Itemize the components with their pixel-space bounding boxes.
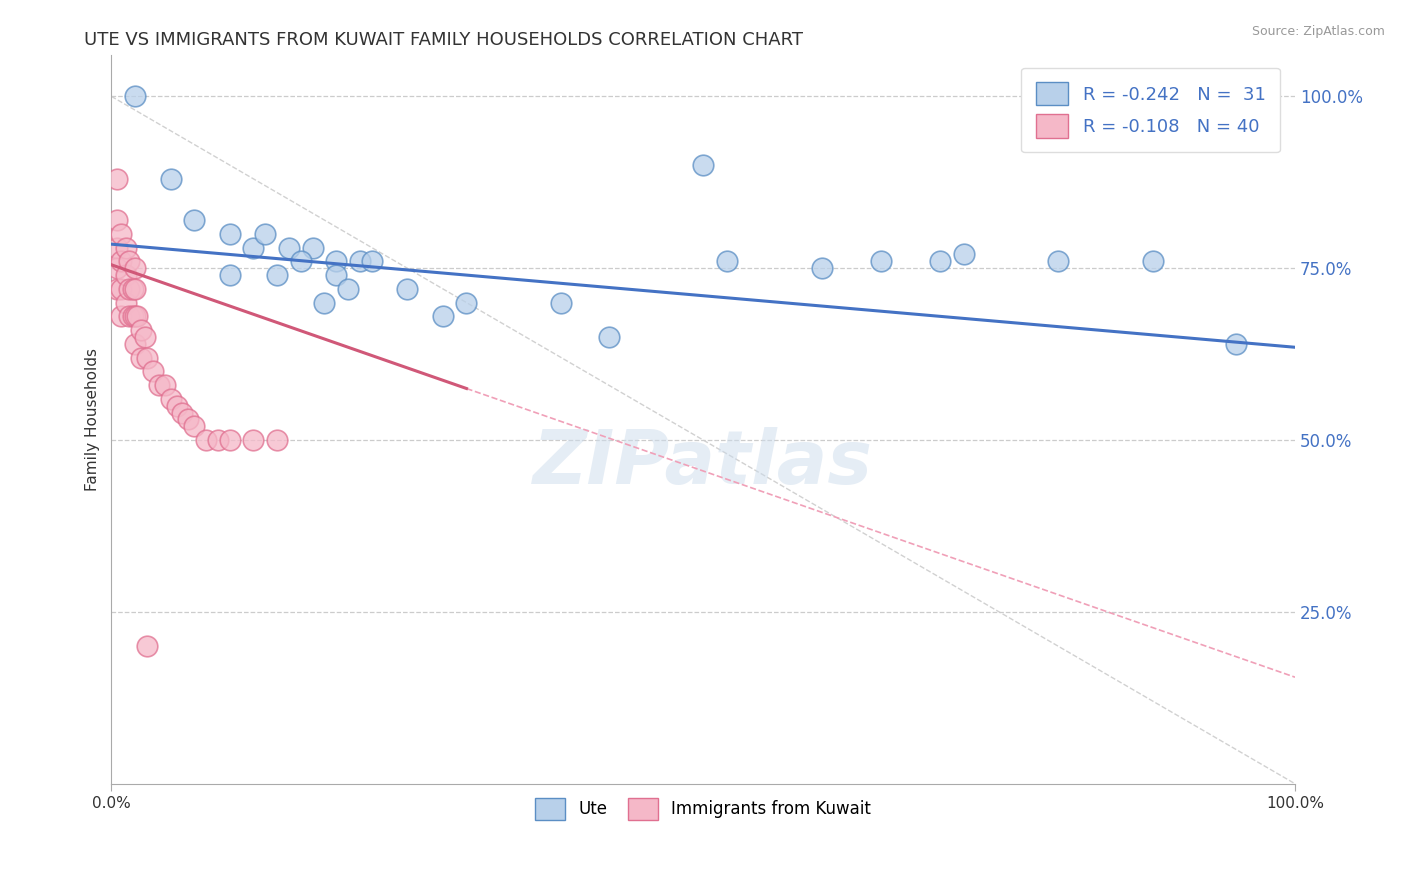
- Point: [266, 268, 288, 282]
- Point: [121, 310, 143, 324]
- Point: [153, 378, 176, 392]
- Point: [114, 241, 136, 255]
- Point: [218, 268, 240, 282]
- Point: [1225, 336, 1247, 351]
- Point: [290, 254, 312, 268]
- Point: [325, 268, 347, 282]
- Point: [1142, 254, 1164, 268]
- Point: [105, 282, 128, 296]
- Point: [159, 172, 181, 186]
- Point: [114, 295, 136, 310]
- Point: [183, 213, 205, 227]
- Point: [242, 241, 264, 255]
- Point: [110, 282, 132, 296]
- Point: [456, 295, 478, 310]
- Point: [278, 241, 301, 255]
- Point: [118, 254, 141, 268]
- Point: [266, 433, 288, 447]
- Point: [148, 378, 170, 392]
- Point: [337, 282, 360, 296]
- Point: [127, 310, 149, 324]
- Point: [135, 351, 157, 365]
- Point: [325, 254, 347, 268]
- Point: [124, 310, 146, 324]
- Point: [432, 310, 454, 324]
- Point: [110, 227, 132, 241]
- Text: ZIPatlas: ZIPatlas: [533, 426, 873, 500]
- Point: [598, 330, 620, 344]
- Point: [124, 261, 146, 276]
- Legend: Ute, Immigrants from Kuwait: Ute, Immigrants from Kuwait: [529, 792, 877, 826]
- Point: [105, 241, 128, 255]
- Point: [124, 89, 146, 103]
- Point: [183, 419, 205, 434]
- Text: UTE VS IMMIGRANTS FROM KUWAIT FAMILY HOUSEHOLDS CORRELATION CHART: UTE VS IMMIGRANTS FROM KUWAIT FAMILY HOU…: [84, 31, 803, 49]
- Point: [301, 241, 323, 255]
- Text: Source: ZipAtlas.com: Source: ZipAtlas.com: [1251, 25, 1385, 38]
- Point: [952, 247, 974, 261]
- Point: [242, 433, 264, 447]
- Point: [110, 310, 132, 324]
- Point: [360, 254, 382, 268]
- Point: [110, 254, 132, 268]
- Point: [166, 399, 188, 413]
- Point: [159, 392, 181, 406]
- Point: [118, 310, 141, 324]
- Point: [550, 295, 572, 310]
- Point: [121, 282, 143, 296]
- Point: [810, 261, 832, 276]
- Point: [124, 336, 146, 351]
- Point: [207, 433, 229, 447]
- Point: [172, 406, 194, 420]
- Point: [1047, 254, 1070, 268]
- Point: [105, 213, 128, 227]
- Point: [134, 330, 156, 344]
- Point: [114, 268, 136, 282]
- Point: [142, 364, 165, 378]
- Point: [396, 282, 419, 296]
- Point: [105, 261, 128, 276]
- Point: [195, 433, 218, 447]
- Point: [105, 172, 128, 186]
- Point: [254, 227, 277, 241]
- Point: [218, 227, 240, 241]
- Point: [135, 640, 157, 654]
- Point: [129, 323, 152, 337]
- Point: [716, 254, 738, 268]
- Point: [692, 158, 714, 172]
- Point: [118, 282, 141, 296]
- Point: [129, 351, 152, 365]
- Y-axis label: Family Households: Family Households: [86, 348, 100, 491]
- Point: [177, 412, 200, 426]
- Point: [869, 254, 891, 268]
- Point: [349, 254, 371, 268]
- Point: [218, 433, 240, 447]
- Point: [929, 254, 952, 268]
- Point: [124, 282, 146, 296]
- Point: [314, 295, 336, 310]
